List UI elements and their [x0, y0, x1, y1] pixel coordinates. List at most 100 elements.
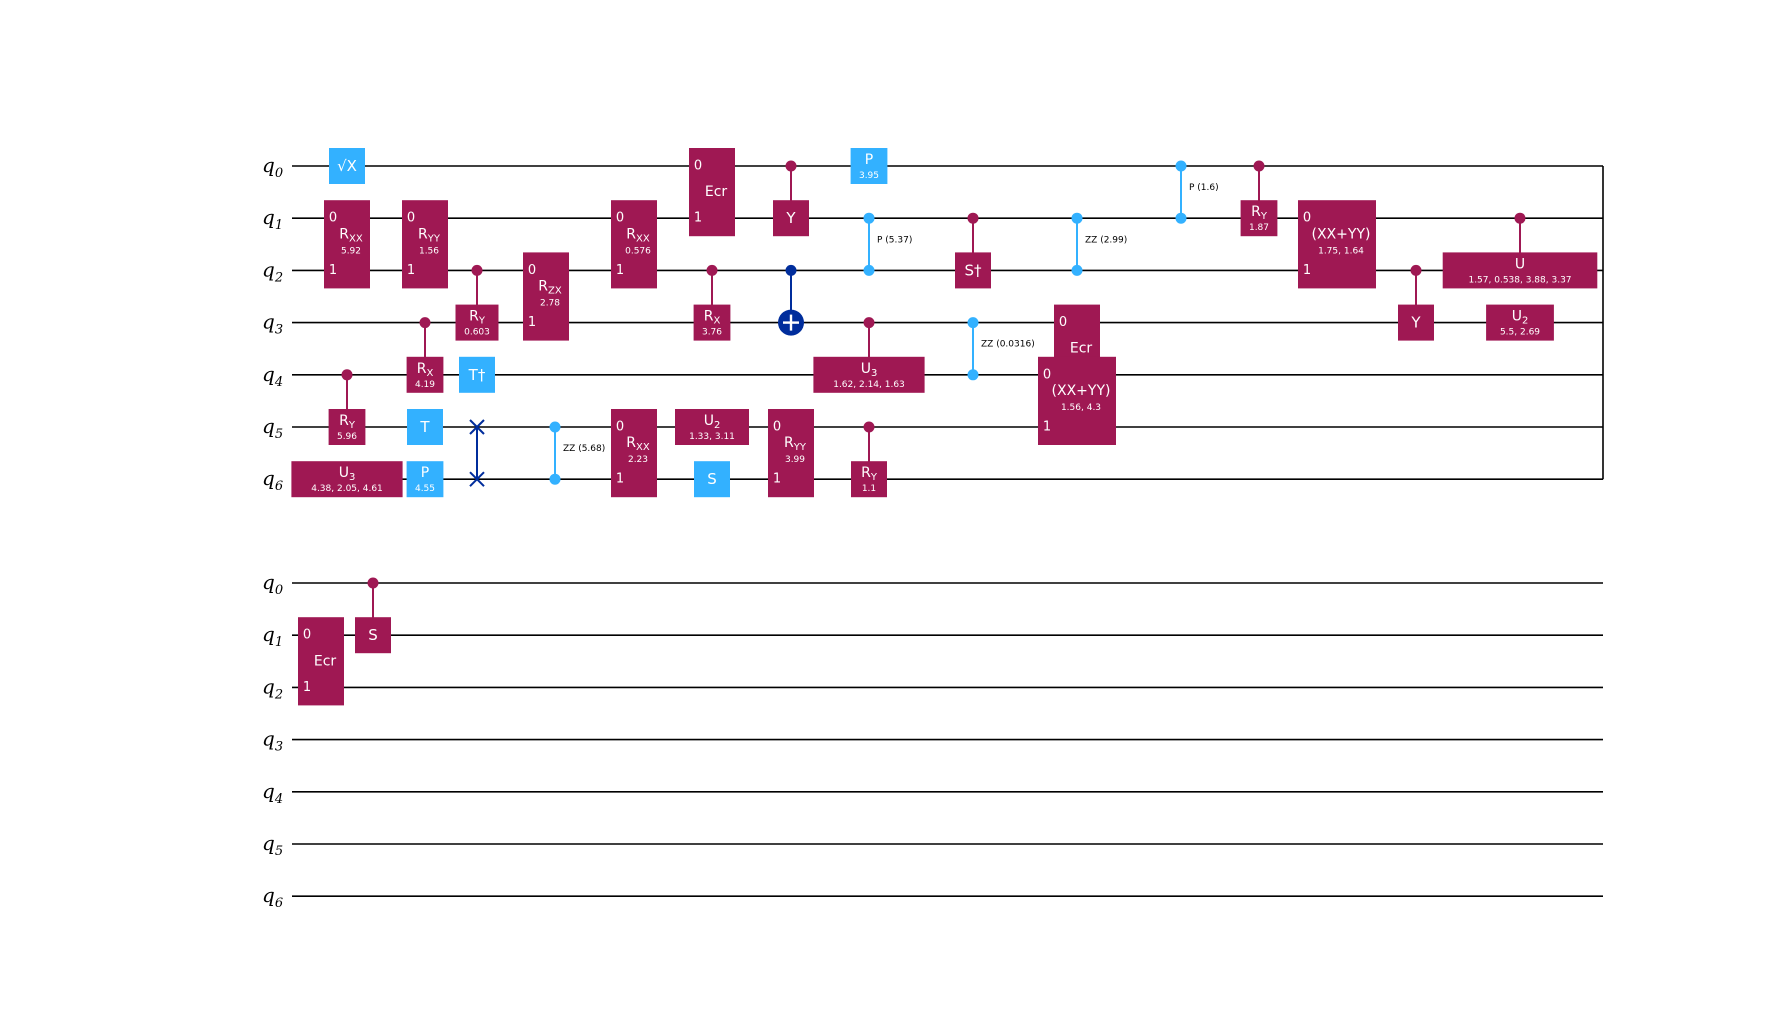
gate-port-0: 0	[303, 628, 311, 643]
gate-port-0: 0	[616, 420, 624, 435]
gate-box	[693, 304, 731, 341]
gate-label: U3	[861, 361, 878, 379]
gate-box	[675, 409, 749, 445]
gate-label: RYY	[418, 226, 441, 244]
qubit-label-q6: q6	[262, 883, 283, 911]
gate-port-0: 0	[1059, 315, 1067, 330]
gate-port-1: 1	[528, 315, 536, 330]
gate-label: RY	[339, 413, 356, 431]
swap-x-icon	[469, 471, 485, 487]
gate-label: RXX	[626, 435, 650, 453]
gate-box	[406, 356, 444, 393]
gate-port-0: 0	[616, 211, 624, 226]
gate-port-1: 1	[329, 263, 337, 278]
gate-param: 1.33, 3.11	[689, 432, 735, 442]
gate-box	[955, 252, 991, 289]
qubit-label-q0: q0	[262, 153, 283, 181]
gate-port-1: 1	[1303, 263, 1311, 278]
gate-box	[768, 409, 814, 498]
gate-box	[1486, 304, 1554, 341]
p-gate: P 4.55	[406, 461, 444, 498]
gate-param: 0.576	[625, 246, 651, 256]
gate-port-0: 0	[528, 263, 536, 278]
qubit-label-q1: q1	[262, 205, 283, 233]
qubit-label-q2: q2	[262, 257, 283, 285]
control-dot	[1175, 160, 1187, 172]
t-gate: T†	[459, 356, 495, 393]
gate-param: 1.87	[1249, 223, 1269, 233]
gate-label: U2	[704, 413, 721, 431]
cp-gate: P (5.37)	[863, 212, 912, 276]
gate-param: 1.56	[419, 246, 439, 256]
u-gate: U 1.57, 0.538, 3.88, 3.37	[1442, 212, 1598, 289]
gate-box	[1298, 200, 1376, 289]
gate-box	[813, 356, 925, 393]
gate-label: S	[707, 470, 717, 488]
gate-box	[329, 148, 365, 184]
u2-gate: U21.33, 3.11	[675, 409, 749, 445]
cx-gate	[778, 264, 804, 336]
control-dot	[549, 421, 561, 433]
gate-box	[407, 409, 443, 445]
gate-param: 3.99	[785, 455, 805, 465]
gate-port-1: 1	[694, 211, 702, 226]
gate-box	[1442, 252, 1598, 289]
qubit-label-q0: q0	[262, 570, 283, 598]
gate-label: (XX+YY)	[1312, 226, 1371, 242]
cp-gate: P (1.6)	[1175, 160, 1219, 224]
control-dot	[419, 317, 431, 329]
gate-port-0: 0	[1303, 211, 1311, 226]
gate-param: ZZ (5.68)	[563, 444, 605, 454]
control-dot	[1071, 264, 1083, 276]
gate-param: 5.5, 2.69	[1500, 328, 1540, 338]
gate-param: 1.56, 4.3	[1061, 403, 1101, 413]
rx-gate: RX4.19	[406, 317, 444, 393]
gate-label: U3	[339, 465, 356, 483]
gate-label: RXX	[626, 226, 650, 244]
swap-gate	[469, 419, 485, 487]
gate-port-1: 1	[773, 472, 781, 487]
gate-label: RX	[417, 361, 434, 379]
zz-gate: ZZ (0.0316)	[967, 317, 1035, 381]
gate-label: P	[421, 465, 429, 481]
gate-label: RYY	[784, 435, 807, 453]
gate-box	[1240, 200, 1278, 237]
gate-box	[298, 617, 344, 706]
gate-label: RZX	[538, 279, 562, 297]
s-gate: S	[694, 461, 730, 498]
gate-label: S†	[964, 261, 982, 279]
control-dot	[967, 212, 979, 224]
qubit-label-q5: q5	[262, 831, 283, 859]
ry-gate: RY1.1	[851, 421, 887, 498]
gate-param: 1.57, 0.538, 3.88, 3.37	[1468, 275, 1571, 285]
y-gate: Y	[1398, 264, 1434, 341]
gate-label: T	[419, 418, 430, 436]
rx-gate: RX3.76	[693, 264, 731, 341]
gate-label: U2	[1512, 309, 1529, 327]
qubit-label-q4: q4	[262, 362, 283, 390]
gate-box	[611, 409, 657, 498]
gate-box	[455, 304, 499, 341]
gate-box	[291, 461, 403, 498]
zz-gate: ZZ (5.68)	[549, 421, 605, 485]
control-dot	[706, 264, 718, 276]
gate-port-1: 1	[1043, 420, 1051, 435]
control-dot	[341, 369, 353, 381]
gate-label: U	[1515, 256, 1525, 272]
gate-label: Y	[1410, 314, 1421, 332]
gate-box	[850, 148, 888, 184]
swap-x-icon	[469, 419, 485, 435]
zz-gate: ZZ (2.99)	[1071, 212, 1127, 276]
gate-box	[1038, 356, 1116, 445]
control-dot	[1071, 212, 1083, 224]
gate-box	[773, 200, 809, 237]
gate-param: 1.75, 1.64	[1318, 246, 1364, 256]
gate-param: 4.38, 2.05, 4.61	[311, 484, 383, 494]
gate-box	[328, 409, 366, 445]
gate-port-0: 0	[773, 420, 781, 435]
gate-param: 5.92	[341, 246, 361, 256]
